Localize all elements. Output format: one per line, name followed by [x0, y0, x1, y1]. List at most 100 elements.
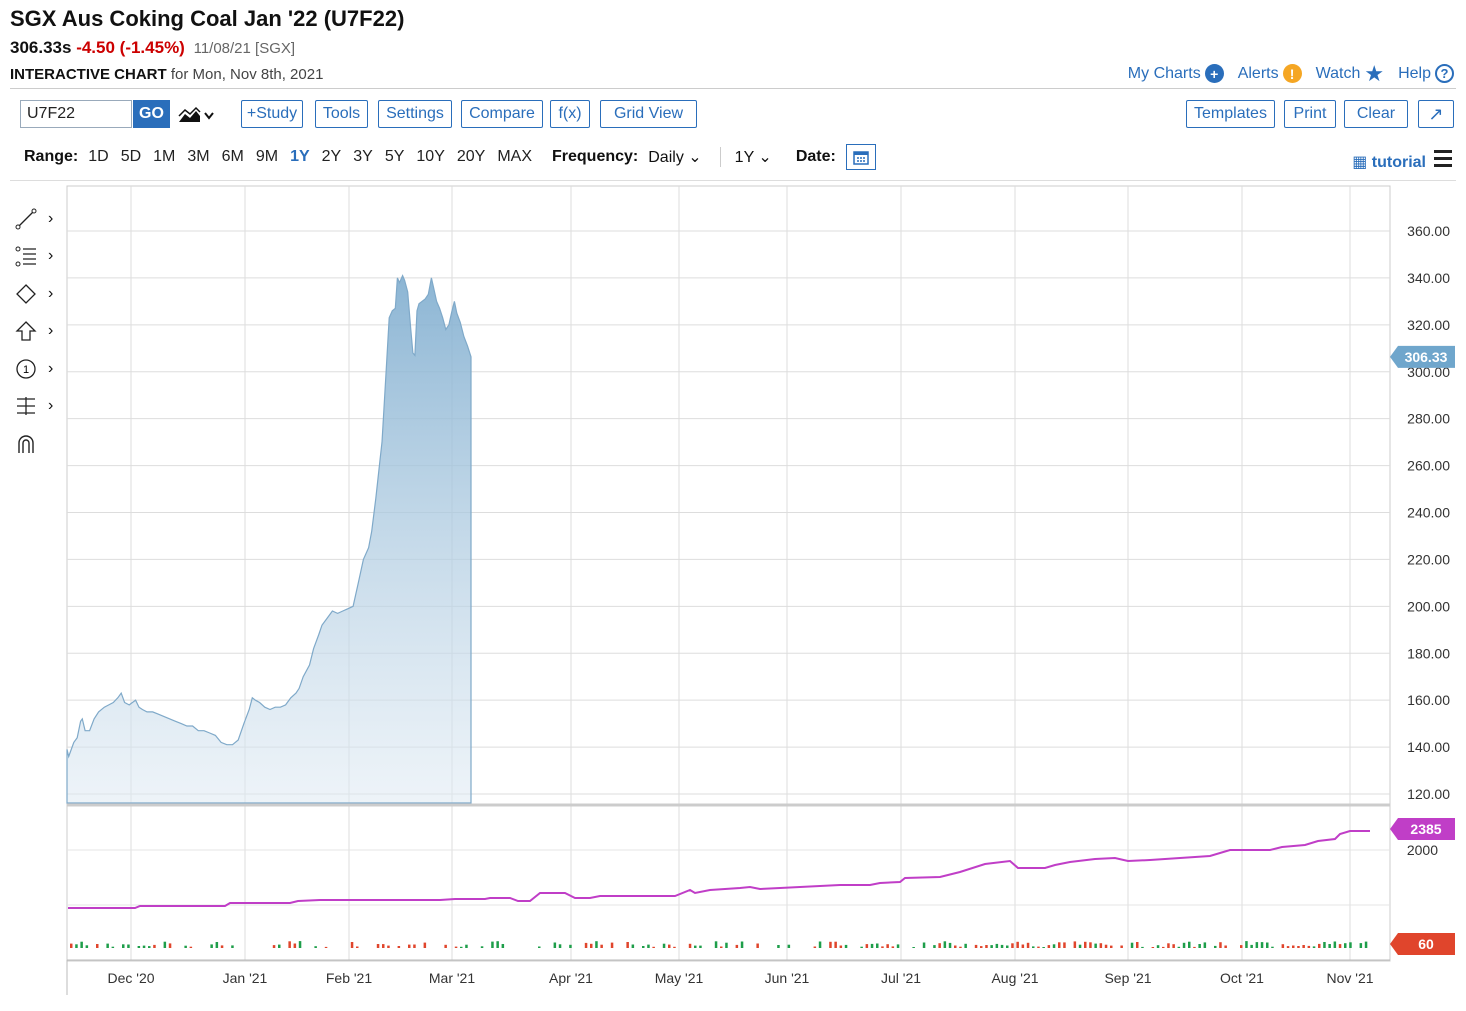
last-price: 306.33s — [10, 38, 72, 57]
symbol-input[interactable]: U7F22 — [20, 100, 132, 128]
range-option-1m[interactable]: 1M — [153, 148, 176, 165]
templates-button[interactable]: Templates — [1186, 100, 1275, 128]
watch-link[interactable]: Watch ★ — [1316, 62, 1384, 84]
volume-bar — [184, 945, 187, 948]
chevron-down-icon: ⌄ — [688, 149, 702, 166]
range-option-10y[interactable]: 10Y — [416, 148, 445, 165]
range-option-3y[interactable]: 3Y — [353, 148, 373, 165]
volume-bar — [1250, 944, 1253, 948]
y-tick-label: 140.00 — [1407, 739, 1450, 755]
volume-bar — [1130, 942, 1134, 948]
volume-bar — [1364, 941, 1368, 948]
fx-button[interactable]: f(x) — [550, 100, 590, 128]
volume-bar — [1349, 942, 1352, 948]
shape-tool[interactable]: › — [14, 275, 64, 313]
volume-bar — [413, 944, 416, 948]
help-icon: ? — [1435, 64, 1454, 83]
expand-icon[interactable]: ↗ — [1418, 100, 1454, 128]
range-bar: Range: 1D 5D 1M 3M 6M 9M 1Y 2Y 3Y 5Y 10Y 20Y MAX Fre… — [24, 144, 876, 170]
x-tick-label: Jan '21 — [223, 970, 268, 986]
volume-bar — [1151, 947, 1155, 948]
fibonacci-icon — [15, 246, 36, 267]
chart-subtitle: INTERACTIVE CHART for Mon, Nov 8th, 2021 — [10, 66, 323, 83]
clear-button[interactable]: Clear — [1344, 100, 1408, 128]
volume-bar — [1286, 946, 1290, 948]
period-select[interactable]: 1Y ⌄ — [734, 149, 772, 166]
grid-view-button[interactable]: Grid View — [600, 100, 697, 128]
x-tick-label: Mar '21 — [429, 970, 475, 986]
study-button[interactable]: +Study — [241, 100, 303, 128]
volume-bar — [1136, 942, 1139, 948]
range-option-3m[interactable]: 3M — [187, 148, 210, 165]
chevron-right-icon: › — [48, 322, 54, 340]
trendline-tool[interactable]: › — [14, 200, 64, 238]
volume-bar — [220, 945, 224, 948]
volume-bar — [818, 941, 822, 948]
plus-icon: + — [1204, 64, 1224, 83]
volume-bar — [1198, 944, 1201, 948]
settings-button[interactable]: Settings — [378, 100, 452, 128]
volume-bar — [491, 941, 494, 948]
range-option-5d[interactable]: 5D — [120, 148, 142, 165]
print-button[interactable]: Print — [1284, 100, 1336, 128]
chart-type-icon[interactable] — [178, 106, 218, 124]
top-links: My Charts + Alerts! Watch ★ Help? — [1128, 62, 1454, 84]
volume-bar — [1245, 941, 1248, 948]
volume-bar — [189, 946, 193, 948]
volume-bar — [1203, 942, 1207, 948]
volume-bar — [777, 945, 780, 948]
volume-bar — [1338, 944, 1342, 948]
range-option-1d[interactable]: 1D — [88, 148, 109, 165]
alerts-link[interactable]: Alerts! — [1238, 64, 1302, 83]
range-option-5y[interactable]: 5Y — [384, 148, 405, 165]
x-tick-label: Dec '20 — [107, 970, 154, 986]
range-option-1y[interactable]: 1Y — [290, 148, 310, 165]
tutorial-link[interactable]: ▦ tutorial — [1352, 152, 1426, 172]
range-option-6m[interactable]: 6M — [221, 148, 244, 165]
volume-bar — [324, 946, 328, 948]
volume-bar — [1052, 944, 1056, 948]
x-tick-label: Oct '21 — [1220, 970, 1264, 986]
volume-bar — [106, 943, 109, 948]
label-tool[interactable]: 1 › — [14, 350, 64, 388]
calendar-icon[interactable] — [845, 144, 876, 170]
volume-bar — [1323, 942, 1326, 948]
magnet-tool[interactable] — [14, 425, 64, 463]
volume-bar — [699, 945, 702, 948]
go-button[interactable]: GO — [133, 100, 170, 128]
volume-bar — [1307, 945, 1311, 948]
volume-bar — [974, 944, 978, 948]
y-tick-label: 240.00 — [1407, 505, 1450, 521]
range-option-2y[interactable]: 2Y — [321, 148, 342, 165]
arrow-tool[interactable]: › — [14, 313, 64, 351]
fib-tool[interactable]: › — [14, 238, 64, 276]
volume-bar — [210, 944, 213, 948]
chevron-right-icon: › — [48, 359, 54, 377]
open-interest-badge-label: 2385 — [1410, 821, 1441, 837]
volume-bar — [590, 943, 593, 948]
chevron-right-icon: › — [48, 209, 54, 227]
volume-bar — [1084, 941, 1087, 948]
measure-tool[interactable]: › — [14, 388, 64, 426]
menu-icon[interactable] — [1434, 150, 1452, 171]
volume-bar — [1240, 945, 1243, 948]
frequency-select[interactable]: Daily ⌄ — [648, 149, 702, 166]
tools-button[interactable]: Tools — [315, 100, 368, 128]
range-option-max[interactable]: MAX — [497, 148, 532, 165]
range-option-20y[interactable]: 20Y — [456, 148, 486, 165]
compare-button[interactable]: Compare — [461, 100, 543, 128]
magnet-icon — [18, 435, 34, 453]
my-charts-link[interactable]: My Charts + — [1128, 64, 1224, 83]
volume-bar — [881, 946, 884, 948]
volume-bar — [662, 943, 666, 948]
volume-bar — [626, 942, 629, 948]
volume-bar — [1297, 946, 1300, 948]
range-option-9m[interactable]: 9M — [255, 148, 279, 165]
volume-bar — [1219, 942, 1222, 948]
volume-bar — [610, 942, 614, 948]
x-tick-label: Jul '21 — [881, 970, 921, 986]
y-tick-label: 340.00 — [1407, 270, 1450, 286]
help-link[interactable]: Help? — [1398, 64, 1454, 83]
volume-bar — [460, 946, 463, 948]
